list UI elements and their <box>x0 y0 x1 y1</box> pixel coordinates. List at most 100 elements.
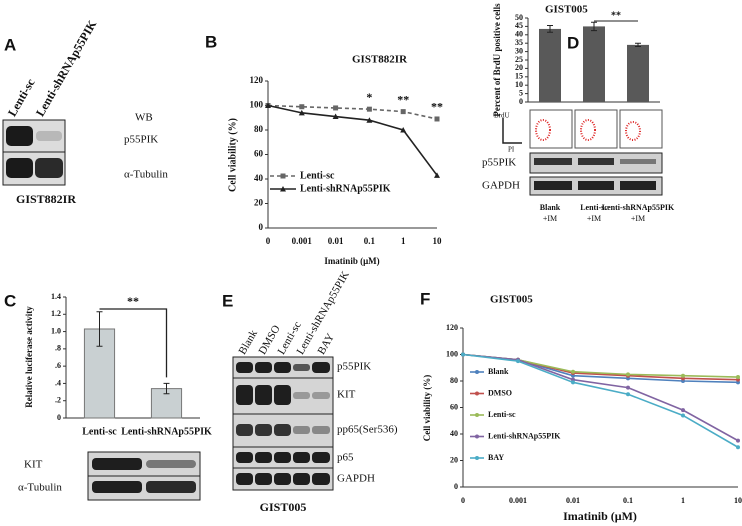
panel-letter: D <box>567 33 579 52</box>
x-tick-label: 0.001 <box>509 496 527 505</box>
marker <box>461 352 465 357</box>
protein-label: p55PIK <box>482 157 516 169</box>
protein-label: α-Tubulin <box>124 169 168 181</box>
chart-title: GIST005 <box>545 4 588 16</box>
y-tick-label: 5 <box>519 88 523 97</box>
flow-plots <box>502 109 663 196</box>
line <box>462 353 739 448</box>
y-tick-label: 100 <box>250 100 264 110</box>
marker <box>736 375 740 380</box>
legend-label: Blank <box>488 367 509 376</box>
legend-marker <box>475 391 479 396</box>
legend-label: BAY <box>488 453 504 462</box>
y-tick-label: 20 <box>515 63 523 72</box>
legend-marker <box>475 456 479 460</box>
bar <box>539 28 561 103</box>
panel-letter: C <box>4 291 16 310</box>
marker <box>736 445 740 450</box>
x-tick-label: 0.1 <box>364 236 376 246</box>
x-tick-label: +IM <box>631 214 645 223</box>
marker <box>400 127 407 133</box>
y-axis-label: Cell viability (%) <box>227 118 238 192</box>
error-bar <box>96 311 103 347</box>
y-axis-label: Percent of BrdU positive cells <box>492 3 502 117</box>
x-tick-label: 0.001 <box>292 236 313 246</box>
marker <box>681 413 685 418</box>
y-tick-label: 40 <box>450 429 458 438</box>
protein-label: GAPDH <box>337 473 375 485</box>
x-tick-label: 10 <box>734 496 742 505</box>
marker <box>332 113 339 120</box>
legend-marker <box>475 434 479 439</box>
legend-label: DMSO <box>488 388 512 397</box>
marker <box>434 172 440 178</box>
x-tick-label: 0.1 <box>623 496 633 505</box>
x-axis-label: Imatinib (μM) <box>324 256 379 266</box>
y-tick-label: .8 <box>55 344 61 353</box>
y-tick-label: 30 <box>515 46 523 55</box>
y-tick-label: 80 <box>450 376 458 385</box>
y-tick-label: 0 <box>259 222 264 232</box>
x-tick-label: 1 <box>401 236 406 246</box>
line <box>267 104 438 120</box>
error-bar <box>635 42 641 48</box>
line <box>462 353 739 442</box>
panel-letter: F <box>420 289 430 308</box>
x-tick-label: Lenti-sc <box>82 426 117 437</box>
blot-e <box>232 356 334 491</box>
y-axis-label: Relative luciferase activity <box>24 306 34 408</box>
y-tick-label: 1.4 <box>51 292 61 301</box>
marker <box>571 380 575 385</box>
y-tick-label: .4 <box>55 378 61 387</box>
marker <box>298 109 305 116</box>
x-tick-label: +IM <box>543 214 557 223</box>
y-tick-label: 60 <box>450 402 458 411</box>
x-tick-label: 0.01 <box>566 496 580 505</box>
significance: ** <box>431 100 443 114</box>
significance: ** <box>127 294 139 308</box>
y-tick-label: 120 <box>446 323 458 332</box>
y-tick-label: 50 <box>515 13 523 22</box>
marker <box>366 106 372 112</box>
x-axis-label: Imatinib (μM) <box>563 509 637 523</box>
y-tick-label: .2 <box>55 396 61 405</box>
marker <box>434 116 440 122</box>
marker <box>681 408 685 413</box>
legend-marker <box>475 413 479 417</box>
legend-label: Lenti-sc <box>300 170 335 181</box>
protein-label: GAPDH <box>482 180 520 192</box>
bar <box>583 26 605 102</box>
x-tick-label: Lenti-shRNAp55PIK <box>602 203 675 212</box>
marker <box>626 385 630 390</box>
y-tick-label: 20 <box>450 455 458 464</box>
marker <box>571 369 575 374</box>
flow-axis-label: PI <box>508 146 515 154</box>
line <box>267 104 438 176</box>
protein-label: KIT <box>337 389 356 401</box>
marker <box>299 104 305 110</box>
x-tick-label: 10 <box>433 236 443 246</box>
panel-letter: A <box>4 35 16 54</box>
protein-label: p55PIK <box>124 134 158 146</box>
error-bar <box>547 25 553 33</box>
x-tick-label: 0 <box>266 236 271 246</box>
y-tick-label: 20 <box>254 198 264 208</box>
y-tick-label: 120 <box>250 75 264 85</box>
legend-label: Lenti-shRNAp55PIK <box>488 431 561 440</box>
y-tick-label: 1.0 <box>51 326 61 335</box>
y-tick-label: 0 <box>454 482 458 491</box>
y-tick-label: 10 <box>515 80 523 89</box>
y-tick-label: 60 <box>254 149 264 159</box>
y-tick-label: 35 <box>515 38 523 47</box>
x-tick-label: Lenti-shRNAp55PIK <box>121 426 212 437</box>
y-tick-label: 0 <box>519 97 523 106</box>
blot-c <box>87 451 201 501</box>
y-tick-label: 80 <box>254 124 264 134</box>
marker <box>516 359 520 364</box>
chart-title: GIST882IR <box>352 54 408 66</box>
y-tick-label: 40 <box>515 30 523 39</box>
flow-axis-label: BrdU <box>494 112 510 120</box>
error-bar <box>591 21 597 32</box>
lane-label: BAY <box>315 331 337 356</box>
